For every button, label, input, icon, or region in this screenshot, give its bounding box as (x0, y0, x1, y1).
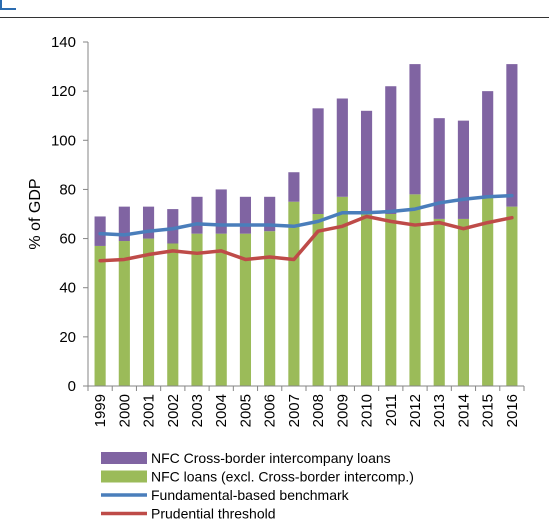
bar-series-1-2007 (288, 172, 300, 202)
bar-series-0-2013 (433, 218, 445, 386)
bar-series-0-2009 (336, 196, 348, 386)
bar-series-1-2009 (336, 98, 348, 197)
bar-series-0-2016 (506, 206, 518, 386)
y-tick-label-20: 20 (59, 329, 76, 346)
bars-layer (94, 64, 518, 386)
bar-series-0-2007 (288, 201, 300, 386)
bar-series-0-2008 (312, 214, 324, 386)
x-tick-label-2015: 2015 (480, 394, 497, 427)
bar-series-1-2010 (360, 110, 373, 214)
y-tick-label-0: 0 (68, 378, 76, 395)
bar-series-0-2003 (191, 233, 203, 386)
bar-series-1-2012 (409, 64, 421, 195)
legend-label-1: NFC Cross-border intercompany loans (151, 450, 391, 466)
top-rule (0, 0, 549, 18)
x-tick-label-2003: 2003 (189, 394, 206, 427)
x-tick-label-2005: 2005 (237, 394, 254, 427)
legend-swatch-0 (101, 470, 147, 483)
bar-series-1-2000 (118, 206, 130, 242)
x-tick-label-2007: 2007 (286, 394, 303, 427)
bar-series-0-2000 (118, 241, 130, 386)
bar-series-0-2004 (215, 233, 227, 386)
y-tick-label-80: 80 (59, 181, 76, 198)
y-tick-label-120: 120 (51, 83, 76, 100)
bar-series-1-2006 (264, 196, 276, 232)
x-tick-label-2008: 2008 (310, 394, 327, 427)
bar-series-0-2006 (264, 231, 276, 386)
bar-series-1-2005 (239, 196, 252, 234)
line-series-3 (98, 214, 514, 263)
bar-series-0-2010 (360, 214, 373, 386)
corner-accent (0, 0, 16, 10)
y-tick-label-100: 100 (51, 132, 76, 149)
x-tick-label-2004: 2004 (213, 394, 230, 427)
x-tick-label-2012: 2012 (407, 394, 424, 427)
y-axis-title: % of GDP (27, 178, 44, 249)
bar-series-1-2011 (385, 86, 397, 214)
bar-series-1-2004 (215, 189, 227, 234)
legend-label-2: Fundamental-based benchmark (151, 487, 350, 503)
legend: NFC Cross-border intercompany loans NFC l… (101, 450, 414, 522)
y-tick-label-40: 40 (59, 280, 76, 297)
x-tick-label-2011: 2011 (383, 394, 400, 426)
x-tick-label-2016: 2016 (504, 394, 521, 427)
x-tick-label-2014: 2014 (455, 394, 472, 427)
y-tick-label-140: 140 (51, 34, 76, 51)
x-tick-label-2000: 2000 (116, 394, 133, 427)
y-tick-label-60: 60 (59, 231, 76, 248)
bar-series-0-2011 (385, 214, 397, 386)
bar-series-1-2008 (312, 108, 324, 214)
line-series-2 (98, 193, 514, 237)
bar-series-1-2016 (506, 64, 518, 207)
bar-series-0-1999 (94, 245, 106, 386)
legend-label-0: NFC loans (excl. Cross-border intercomp.… (151, 469, 414, 485)
bar-series-1-2013 (433, 118, 445, 219)
bar-series-0-2002 (167, 243, 179, 386)
x-tick-label-2001: 2001 (141, 394, 158, 427)
x-tick-label-2013: 2013 (431, 394, 448, 427)
bar-series-1-2015 (482, 91, 494, 197)
bar-series-0-2015 (482, 196, 494, 386)
bar-series-0-2001 (142, 238, 155, 386)
x-tick-label-2010: 2010 (359, 394, 376, 427)
x-tick-label-1999: 1999 (92, 394, 109, 427)
x-tick-label-2006: 2006 (262, 394, 279, 427)
legend-label-3: Prudential threshold (151, 506, 276, 522)
bar-series-0-2014 (457, 218, 470, 386)
bar-series-1-2002 (167, 209, 179, 244)
bar-series-1-2014 (457, 120, 470, 219)
legend-swatch-1 (101, 452, 147, 464)
axes-layer: 0 20 40 60 80 100 120 140 1999 2000 2001 2002 2003 20… (51, 34, 525, 427)
bar-series-0-2012 (409, 194, 421, 386)
x-tick-label-2002: 2002 (165, 394, 182, 427)
bar-series-1-2001 (142, 206, 155, 239)
bar-series-1-1999 (94, 216, 106, 246)
x-tick-label-2009: 2009 (334, 394, 351, 427)
bar-series-0-2005 (239, 233, 252, 386)
bar-series-1-2003 (191, 196, 203, 234)
lines-layer (98, 193, 514, 263)
